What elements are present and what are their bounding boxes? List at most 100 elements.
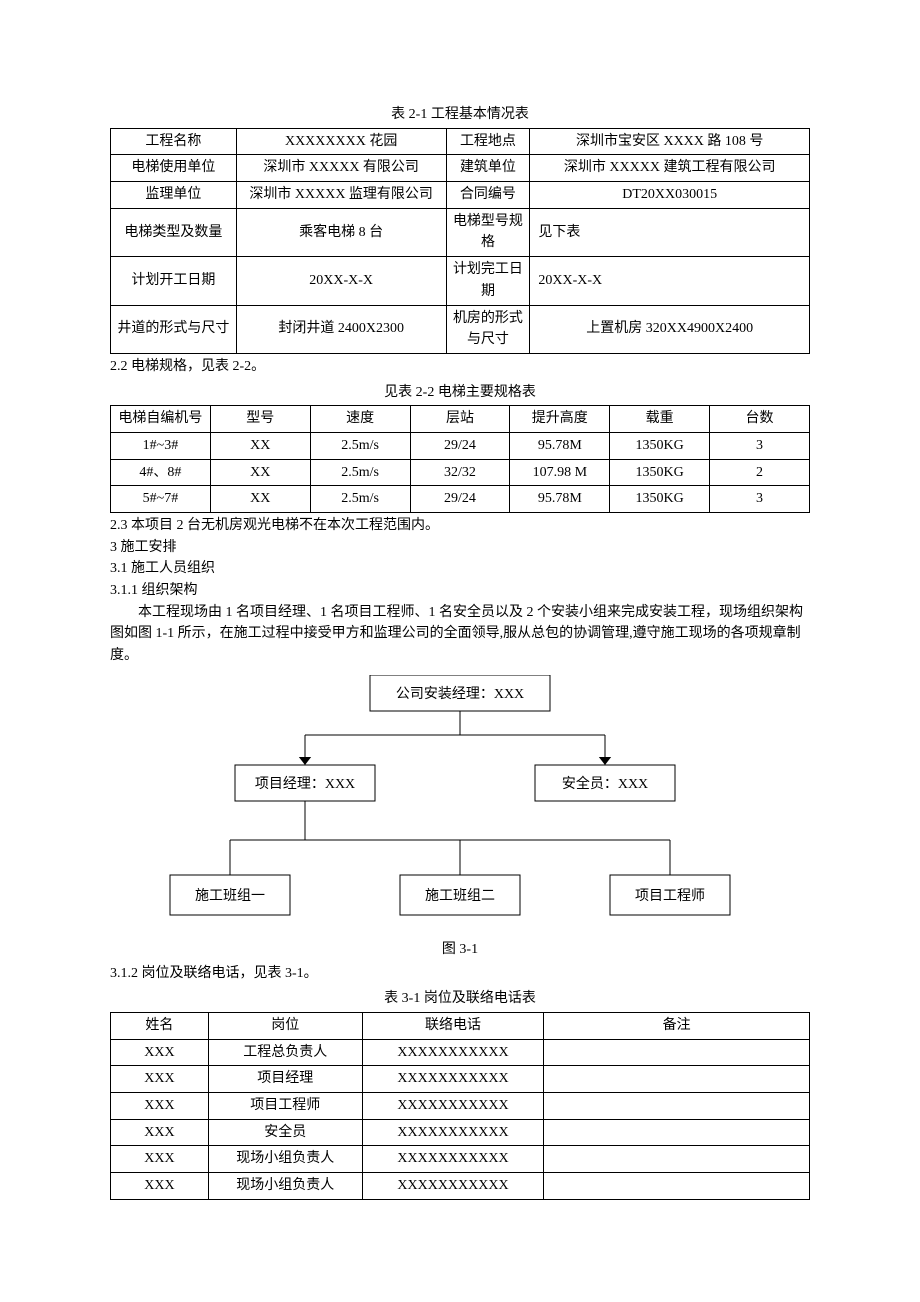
table-cell: XXXXXXXXXXX <box>362 1119 544 1146</box>
table-cell: XXX <box>111 1039 209 1066</box>
table-row: XXX工程总负责人XXXXXXXXXXX <box>111 1039 810 1066</box>
table-cell: XXX <box>111 1066 209 1093</box>
table1-caption: 表 2-1 工程基本情况表 <box>110 104 810 126</box>
table-cell: 计划开工日期 <box>111 257 237 305</box>
table-cell: 2.5m/s <box>310 486 410 513</box>
table-cell: 4#、8# <box>111 459 211 486</box>
table-cell <box>544 1039 810 1066</box>
table1-body: 工程名称XXXXXXXX 花园工程地点深圳市宝安区 XXXX 路 108 号电梯… <box>111 128 810 353</box>
table-header-cell: 电梯自编机号 <box>111 406 211 433</box>
table-header-cell: 层站 <box>410 406 510 433</box>
table-row: 监理单位深圳市 XXXXX 监理有限公司合同编号DT20XX030015 <box>111 182 810 209</box>
table3-body: XXX工程总负责人XXXXXXXXXXXXXX项目经理XXXXXXXXXXXXX… <box>111 1039 810 1199</box>
table-cell: 电梯类型及数量 <box>111 208 237 256</box>
table-cell <box>544 1092 810 1119</box>
table-cell: 监理单位 <box>111 182 237 209</box>
table-cell: XXX <box>111 1173 209 1200</box>
table-cell: 见下表 <box>530 208 810 256</box>
table-cell: 3 <box>710 486 810 513</box>
table-cell: 工程地点 <box>446 128 530 155</box>
table-cell: XX <box>210 432 310 459</box>
para-3-1: 3.1 施工人员组织 <box>110 558 810 580</box>
table-cell: 工程名称 <box>111 128 237 155</box>
table-header-cell: 台数 <box>710 406 810 433</box>
table-row: XXX安全员XXXXXXXXXXX <box>111 1119 810 1146</box>
table-cell: XXX <box>111 1092 209 1119</box>
table-cell: 107.98 M <box>510 459 610 486</box>
table-cell: 2 <box>710 459 810 486</box>
table-row: 5#~7#XX2.5m/s29/2495.78M1350KG3 <box>111 486 810 513</box>
table-cell: 合同编号 <box>446 182 530 209</box>
table-header-cell: 型号 <box>210 406 310 433</box>
table-row: 井道的形式与尺寸封闭井道 2400X2300机房的形式与尺寸上置机房 320XX… <box>111 305 810 353</box>
para-2-3: 2.3 本项目 2 台无机房观光电梯不在本次工程范围内。 <box>110 515 810 537</box>
table-cell: 1#~3# <box>111 432 211 459</box>
svg-text:安全员：XXX: 安全员：XXX <box>562 775 648 792</box>
table3-caption: 表 3-1 岗位及联络电话表 <box>110 988 810 1010</box>
table-cell: XXX <box>111 1146 209 1173</box>
table2-header-row: 电梯自编机号型号速度层站提升高度载重台数 <box>111 406 810 433</box>
table-row: 工程名称XXXXXXXX 花园工程地点深圳市宝安区 XXXX 路 108 号 <box>111 128 810 155</box>
table-cell: 29/24 <box>410 486 510 513</box>
table2: 电梯自编机号型号速度层站提升高度载重台数 1#~3#XX2.5m/s29/249… <box>110 405 810 513</box>
table-cell: 现场小组负责人 <box>208 1173 362 1200</box>
table2-body: 1#~3#XX2.5m/s29/2495.78M1350KG34#、8#XX2.… <box>111 432 810 512</box>
table-cell: 上置机房 320XX4900X2400 <box>530 305 810 353</box>
table-cell: 29/24 <box>410 432 510 459</box>
table-cell: XXXXXXXXXXX <box>362 1173 544 1200</box>
table-header-cell: 载重 <box>610 406 710 433</box>
para-3-1-1-body: 本工程现场由 1 名项目经理、1 名项目工程师、1 名安全员以及 2 个安装小组… <box>110 602 810 667</box>
table-row: 电梯类型及数量乘客电梯 8 台电梯型号规格见下表 <box>111 208 810 256</box>
table-cell: 95.78M <box>510 486 610 513</box>
table-cell: 95.78M <box>510 432 610 459</box>
svg-text:项目经理：XXX: 项目经理：XXX <box>255 776 355 792</box>
table-cell: XXXXXXXXXXX <box>362 1066 544 1093</box>
table-cell: 计划完工日期 <box>446 257 530 305</box>
table-header-cell: 提升高度 <box>510 406 610 433</box>
table-header-cell: 备注 <box>544 1012 810 1039</box>
table3-header-row: 姓名岗位联络电话备注 <box>111 1012 810 1039</box>
para-3-1-1: 3.1.1 组织架构 <box>110 580 810 602</box>
text-2-2: 2.2 电梯规格，见表 2-2。 <box>110 356 810 378</box>
org-chart: 公司安装经理：XXX项目经理：XXX安全员：XXX施工班组一施工班组二项目工程师 <box>110 675 810 935</box>
table-header-cell: 联络电话 <box>362 1012 544 1039</box>
table-cell: 机房的形式与尺寸 <box>446 305 530 353</box>
table-row: 4#、8#XX2.5m/s32/32107.98 M1350KG2 <box>111 459 810 486</box>
table-row: XXX项目经理XXXXXXXXXXX <box>111 1066 810 1093</box>
svg-text:施工班组二: 施工班组二 <box>425 888 495 904</box>
table-cell: 深圳市 XXXXX 有限公司 <box>236 155 446 182</box>
table-header-cell: 岗位 <box>208 1012 362 1039</box>
table-cell: XX <box>210 486 310 513</box>
table-cell <box>544 1119 810 1146</box>
text-3-1-2: 3.1.2 岗位及联络电话，见表 3-1。 <box>110 963 810 985</box>
table-cell: 2.5m/s <box>310 459 410 486</box>
table-cell: XXXXXXXXXXX <box>362 1039 544 1066</box>
table-cell: 3 <box>710 432 810 459</box>
table-cell <box>544 1173 810 1200</box>
table-cell: 5#~7# <box>111 486 211 513</box>
table2-caption: 见表 2-2 电梯主要规格表 <box>110 382 810 404</box>
para-3: 3 施工安排 <box>110 537 810 559</box>
table-header-cell: 姓名 <box>111 1012 209 1039</box>
table-cell: 1350KG <box>610 459 710 486</box>
table-row: 1#~3#XX2.5m/s29/2495.78M1350KG3 <box>111 432 810 459</box>
table-cell: 1350KG <box>610 486 710 513</box>
table-cell: 项目经理 <box>208 1066 362 1093</box>
table-cell: 32/32 <box>410 459 510 486</box>
table-cell: 建筑单位 <box>446 155 530 182</box>
table-cell: XXX <box>111 1119 209 1146</box>
table-cell: 2.5m/s <box>310 432 410 459</box>
table-cell: XX <box>210 459 310 486</box>
table-row: XXX项目工程师XXXXXXXXXXX <box>111 1092 810 1119</box>
table-cell: 工程总负责人 <box>208 1039 362 1066</box>
table-cell: 项目工程师 <box>208 1092 362 1119</box>
table-cell: 20XX-X-X <box>530 257 810 305</box>
table-cell: XXXXXXXXXXX <box>362 1092 544 1119</box>
svg-text:公司安装经理：XXX: 公司安装经理：XXX <box>396 686 524 702</box>
table-cell: 现场小组负责人 <box>208 1146 362 1173</box>
table-cell: 深圳市 XXXXX 建筑工程有限公司 <box>530 155 810 182</box>
table-cell <box>544 1066 810 1093</box>
table-cell <box>544 1146 810 1173</box>
table3: 姓名岗位联络电话备注 XXX工程总负责人XXXXXXXXXXXXXX项目经理XX… <box>110 1012 810 1200</box>
table-cell: XXXXXXXXXXX <box>362 1146 544 1173</box>
